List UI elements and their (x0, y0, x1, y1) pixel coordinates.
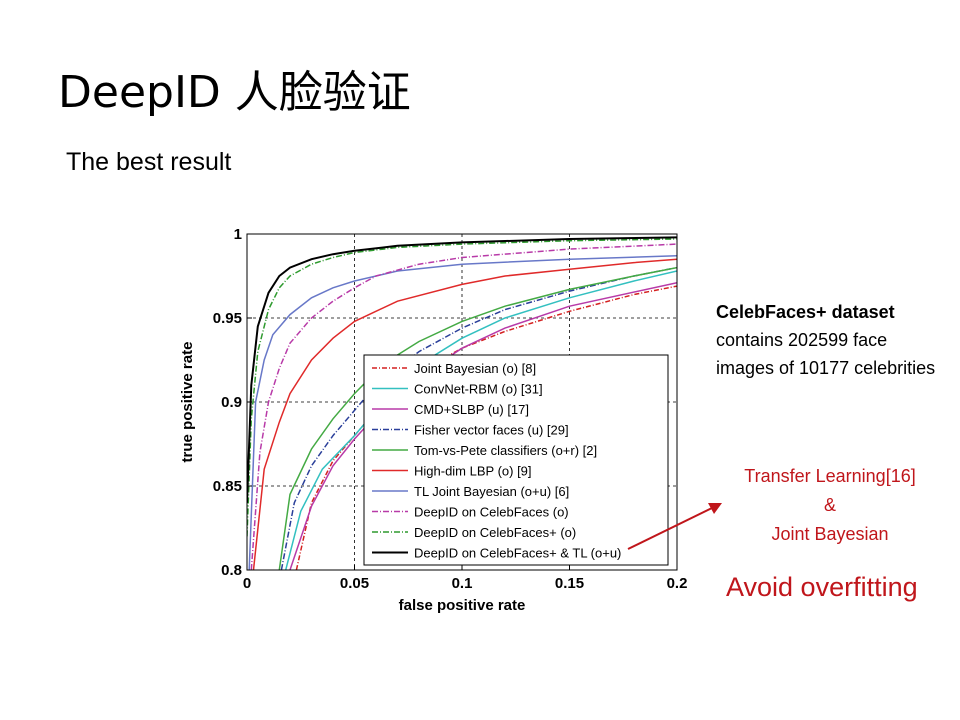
x-tick-label: 0.05 (340, 575, 369, 592)
series-line-8 (250, 243, 677, 570)
x-tick-label: 0.1 (452, 575, 473, 592)
y-axis-label: true positive rate (179, 342, 196, 463)
series-line-9 (247, 238, 677, 537)
legend-entry-6: High-dim LBP (o) [9] (414, 464, 532, 479)
y-tick-label: 1 (234, 226, 242, 243)
note-line-2: & (823, 495, 836, 515)
dataset-title: CelebFaces+ dataset (716, 302, 895, 322)
x-axis-label: false positive rate (399, 597, 526, 614)
method-note: Transfer Learning[16] & Joint Bayesian (712, 462, 948, 549)
legend-entry-1: Joint Bayesian (o) [8] (414, 361, 536, 376)
legend-entry-2: ConvNet-RBM (o) [31] (414, 382, 543, 397)
page-title: DeepID 人脸验证 (58, 67, 411, 118)
legend-entry-8: DeepID on CelebFaces (o) (414, 505, 569, 520)
legend-entry-7: TL Joint Bayesian (o+u) [6] (414, 484, 569, 499)
legend-box (363, 354, 669, 566)
y-tick-label: 0.85 (213, 478, 242, 495)
legend-entry-3: CMD+SLBP (u) [17] (414, 402, 529, 417)
x-tick-label: 0.2 (667, 575, 688, 592)
dataset-text: contains 202599 face images of 10177 cel… (716, 330, 936, 378)
x-tick-label: 0.15 (555, 575, 584, 592)
legend-entry-5: Tom-vs-Pete classifiers (o+r) [2] (414, 443, 597, 458)
x-tick-label: 0 (243, 575, 251, 592)
series-line-10 (247, 236, 677, 503)
series-line-7 (248, 255, 677, 570)
roc-chart: 0 0.05 0.1 0.15 0.2 0.8 0.85 0.9 0.95 1 false posi… (179, 226, 687, 614)
legend-entry-4: Fisher vector faces (u) [29] (414, 423, 569, 438)
y-tick-label: 0.8 (221, 562, 242, 579)
page-subtitle: The best result (66, 148, 232, 176)
note-line-3: Joint Bayesian (771, 524, 889, 544)
series-line-6 (252, 258, 677, 570)
legend-entry-10: DeepID on CelebFaces+ & TL (o+u) (414, 546, 621, 561)
legend: Joint Bayesian (o) [8] ConvNet-RBM (o) [3… (363, 354, 669, 566)
plot-area: 0 0.05 0.1 0.15 0.2 0.8 0.85 0.9 0.95 1 false posi… (179, 226, 687, 614)
dataset-description: CelebFaces+ dataset contains 202599 face… (716, 298, 946, 382)
avoid-overfitting-text: Avoid overfitting (726, 572, 918, 602)
series-group (247, 236, 677, 570)
series-line-1 (295, 285, 677, 570)
y-tick-label: 0.9 (221, 394, 242, 411)
note-line-1: Transfer Learning[16] (744, 466, 916, 486)
legend-entry-9: DeepID on CelebFaces+ (o) (414, 525, 576, 540)
y-tick-label: 0.95 (213, 310, 242, 327)
